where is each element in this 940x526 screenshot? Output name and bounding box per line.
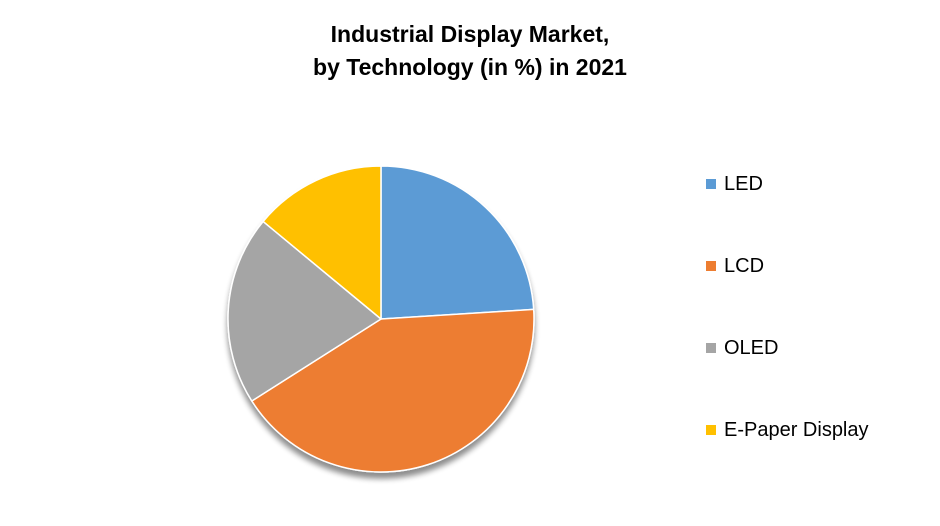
chart-title-line-1: Industrial Display Market,	[330, 21, 610, 47]
legend-label-e-paper-display: E-Paper Display	[724, 419, 869, 441]
pie-slice-lcd	[251, 308, 535, 473]
legend-swatch-led	[706, 179, 716, 189]
pie-chart	[227, 165, 535, 473]
pie-slices	[227, 165, 535, 473]
legend-swatch-e-paper-display	[706, 425, 716, 435]
pie-slice-led	[380, 165, 535, 320]
legend-item-led: LED	[706, 170, 936, 252]
legend-item-oled: OLED	[706, 334, 936, 416]
legend-swatch-lcd	[706, 261, 716, 271]
chart-title: Industrial Display Market, by Technology…	[0, 18, 940, 84]
legend-item-lcd: LCD	[706, 252, 936, 334]
pie-slice-e-paper-display	[262, 165, 382, 320]
legend-label-led: LED	[724, 173, 763, 195]
pie-slice-oled	[227, 220, 382, 402]
legend-label-lcd: LCD	[724, 255, 765, 277]
legend: LED LCD OLED E-Paper Display	[706, 170, 936, 498]
chart-title-line-2: by Technology (in %) in 2021	[313, 54, 627, 80]
legend-label-oled: OLED	[724, 337, 779, 359]
legend-swatch-oled	[706, 343, 716, 353]
legend-item-e-paper-display: E-Paper Display	[706, 416, 936, 498]
